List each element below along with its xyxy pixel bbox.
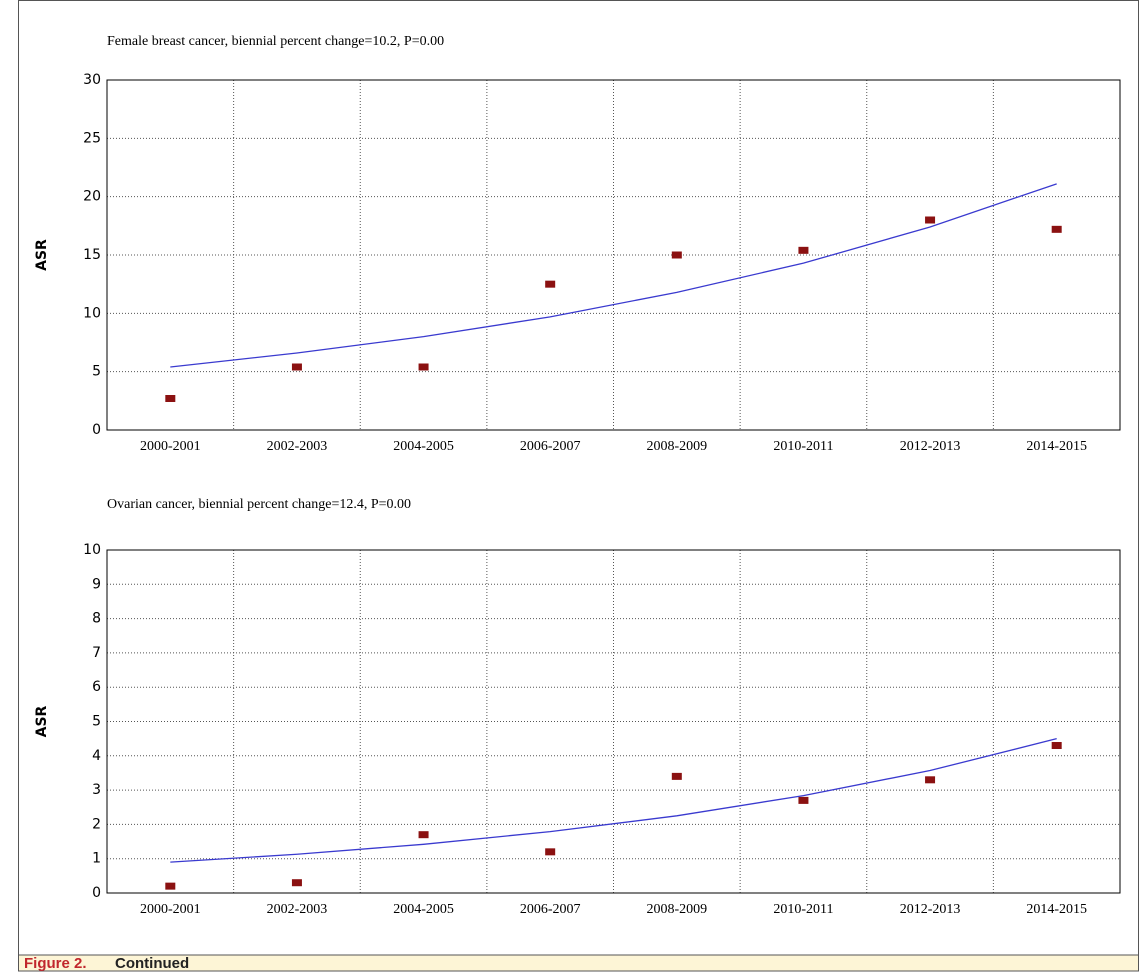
data-point bbox=[671, 772, 682, 780]
x-tick-label: 2000-2001 bbox=[140, 439, 201, 454]
x-tick-label: 2002-2003 bbox=[267, 439, 328, 454]
x-tick-label: 2004-2005 bbox=[393, 902, 454, 917]
y-tick-label: 20 bbox=[83, 189, 101, 205]
x-tick-label: 2014-2015 bbox=[1026, 902, 1087, 917]
x-tick-label: 2010-2011 bbox=[773, 902, 833, 917]
data-point bbox=[165, 395, 176, 402]
data-point bbox=[925, 776, 936, 784]
caption-bar bbox=[18, 954, 1139, 972]
x-tick-label: 2012-2013 bbox=[900, 902, 961, 917]
y-tick-label: 10 bbox=[83, 305, 101, 321]
y-tick-label: 30 bbox=[83, 72, 101, 88]
data-point bbox=[798, 246, 809, 254]
chart-title: Female breast cancer, biennial percent c… bbox=[107, 34, 444, 49]
y-tick-label: 15 bbox=[83, 247, 101, 263]
plot-frame bbox=[106, 549, 1121, 894]
x-tick-label: 2006-2007 bbox=[520, 902, 581, 917]
caption-label: Figure 2. bbox=[24, 955, 87, 972]
figure-border bbox=[18, 0, 1139, 971]
y-tick-label: 7 bbox=[92, 645, 101, 661]
data-point bbox=[291, 879, 302, 887]
caption-text: Continued bbox=[115, 955, 189, 972]
trend-line bbox=[170, 738, 1057, 863]
y-tick-label: 4 bbox=[92, 748, 101, 764]
chart-title: Ovarian cancer, biennial percent change=… bbox=[107, 497, 411, 512]
trend-line bbox=[170, 183, 1057, 368]
y-tick-label: 9 bbox=[92, 576, 101, 592]
x-tick-label: 2008-2009 bbox=[646, 439, 707, 454]
x-tick-label: 2014-2015 bbox=[1026, 439, 1087, 454]
x-tick-label: 2010-2011 bbox=[773, 439, 833, 454]
data-point bbox=[291, 363, 302, 371]
data-point bbox=[418, 363, 429, 371]
data-point bbox=[165, 882, 176, 890]
plot-frame bbox=[106, 79, 1121, 431]
y-tick-label: 5 bbox=[92, 364, 101, 380]
data-point bbox=[1051, 742, 1062, 750]
y-tick-label: 10 bbox=[83, 542, 101, 558]
x-tick-label: 2004-2005 bbox=[393, 439, 454, 454]
data-point bbox=[418, 831, 429, 839]
data-point bbox=[545, 280, 556, 288]
data-point bbox=[545, 848, 556, 856]
x-tick-label: 2008-2009 bbox=[646, 902, 707, 917]
data-point bbox=[1051, 225, 1062, 233]
y-tick-label: 8 bbox=[92, 611, 101, 627]
y-axis-label: ASR bbox=[34, 705, 50, 737]
y-tick-label: 3 bbox=[92, 782, 101, 798]
y-tick-label: 5 bbox=[92, 714, 101, 730]
y-tick-label: 1 bbox=[92, 851, 101, 867]
y-tick-label: 2 bbox=[92, 816, 101, 832]
x-tick-label: 2002-2003 bbox=[267, 902, 328, 917]
x-tick-label: 2006-2007 bbox=[520, 439, 581, 454]
y-axis-label: ASR bbox=[34, 239, 50, 271]
x-tick-label: 2012-2013 bbox=[900, 439, 961, 454]
data-point bbox=[798, 796, 809, 804]
data-point bbox=[671, 251, 682, 259]
data-point bbox=[925, 216, 936, 224]
y-tick-label: 0 bbox=[92, 422, 101, 438]
y-tick-label: 0 bbox=[92, 885, 101, 901]
y-tick-label: 6 bbox=[92, 679, 101, 695]
x-tick-label: 2000-2001 bbox=[140, 902, 201, 917]
y-tick-label: 25 bbox=[83, 130, 101, 146]
